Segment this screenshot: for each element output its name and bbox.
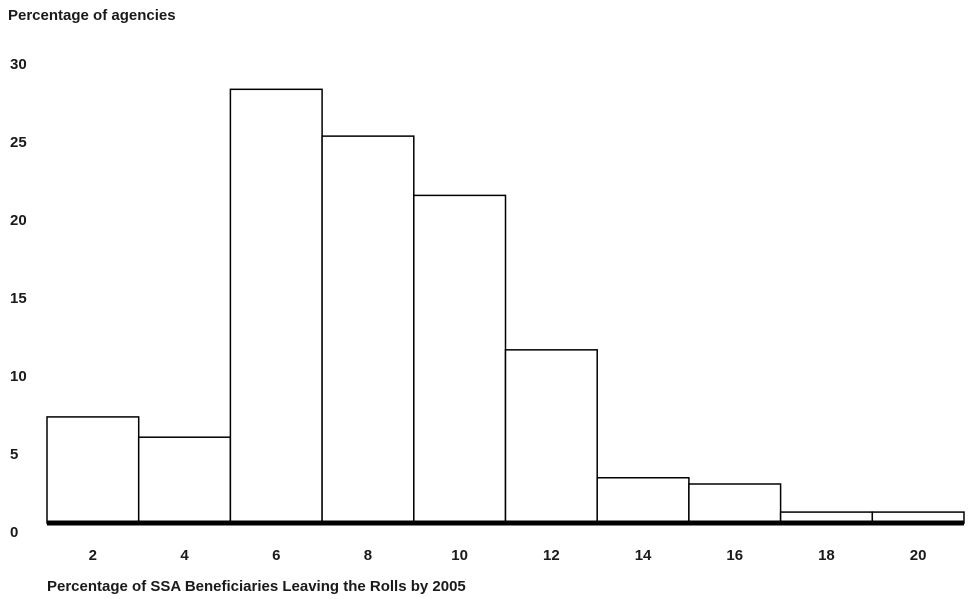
bar <box>413 194 507 524</box>
bar <box>321 135 415 524</box>
x-tick-label: 12 <box>543 547 560 564</box>
bars <box>46 88 965 524</box>
bar <box>504 349 598 524</box>
bar <box>229 88 323 524</box>
x-tick-label: 16 <box>726 547 743 564</box>
x-axis-label: Percentage of SSA Beneficiaries Leaving … <box>47 578 466 595</box>
x-tick-label: 8 <box>364 547 372 564</box>
x-tick-label: 10 <box>451 547 468 564</box>
bar <box>137 436 232 524</box>
y-axis-label: Percentage of agencies <box>8 7 176 24</box>
y-tick-labels: 0 5 10 15 20 25 30 <box>10 56 27 541</box>
x-tick-label: 14 <box>635 547 652 564</box>
x-tick-label: 6 <box>272 547 280 564</box>
bar <box>596 477 690 524</box>
x-tick-label: 4 <box>180 547 189 564</box>
x-tick-label: 2 <box>89 547 97 564</box>
x-tick-labels: 2 4 6 8 10 12 14 16 18 20 <box>89 547 927 564</box>
bar <box>46 416 140 524</box>
y-tick-label: 20 <box>10 212 27 229</box>
y-tick-label: 0 <box>10 524 18 541</box>
x-tick-label: 18 <box>818 547 835 564</box>
y-tick-label: 5 <box>10 446 18 463</box>
x-tick-label: 20 <box>910 547 927 564</box>
y-tick-label: 30 <box>10 56 27 73</box>
y-tick-label: 25 <box>10 134 27 151</box>
y-tick-label: 10 <box>10 368 27 385</box>
bar <box>688 483 782 524</box>
y-tick-label: 15 <box>10 290 27 307</box>
